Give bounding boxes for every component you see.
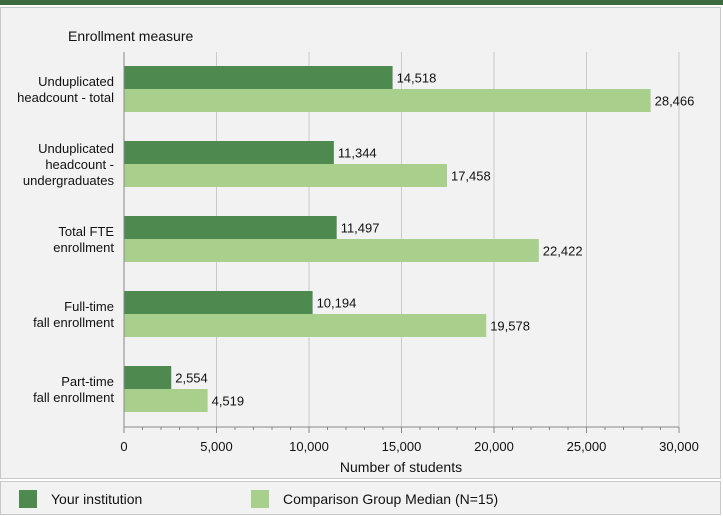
bar	[124, 164, 447, 187]
category-label: Part-time	[61, 374, 114, 389]
data-label: 4,519	[212, 394, 245, 409]
category-label: Unduplicated	[38, 74, 114, 89]
bar	[124, 216, 337, 239]
data-label: 2,554	[175, 371, 208, 386]
data-label: 11,497	[341, 221, 380, 236]
legend: Your institution Comparison Group Median…	[0, 481, 721, 515]
bar	[124, 366, 172, 389]
x-tick-label: 10,000	[289, 439, 329, 454]
x-tick-label: 30,000	[659, 439, 699, 454]
bar	[124, 291, 313, 314]
bar	[124, 389, 208, 412]
bar	[124, 89, 651, 112]
category-label: fall enrollment	[33, 315, 114, 330]
data-label: 17,458	[451, 169, 491, 184]
x-tick-label: 25,000	[567, 439, 607, 454]
legend-item-your-institution: Your institution	[19, 490, 142, 508]
bar	[124, 314, 487, 337]
data-label: 22,422	[543, 244, 583, 259]
bar	[124, 66, 393, 89]
legend-label: Your institution	[51, 491, 143, 507]
x-axis-title: Number of students	[340, 459, 462, 475]
x-tick-label: 20,000	[474, 439, 514, 454]
x-tick-label: 5,000	[200, 439, 233, 454]
top-rule	[0, 0, 723, 5]
bar	[124, 239, 539, 262]
legend-swatch-dark-green	[19, 490, 37, 508]
bar-chart: Enrollment measure 14,518 28,466 11,344 17,…	[17, 28, 699, 475]
x-tick-label: 15,000	[382, 439, 422, 454]
x-tick-label: 0	[120, 439, 127, 454]
data-label: 10,194	[317, 296, 357, 311]
category-axis-title: Enrollment measure	[68, 28, 193, 44]
legend-item-comparison-median: Comparison Group Median (N=15)	[251, 490, 498, 508]
category-label: headcount - total	[17, 90, 114, 105]
x-axis: 0 5,000 10,000 15,000 20,000 25,000 30,000	[120, 52, 699, 454]
category-label: Full-time	[64, 299, 114, 314]
data-label: 19,578	[490, 319, 530, 334]
legend-swatch-light-green	[251, 490, 269, 508]
category-label: enrollment	[53, 240, 114, 255]
category-label: Unduplicated	[38, 141, 114, 156]
data-label: 14,518	[397, 71, 437, 86]
bars: 14,518 28,466 11,344 17,458 11,497 22,422 10,1…	[124, 66, 694, 412]
category-label: undergraduates	[23, 173, 115, 188]
bar	[124, 141, 334, 164]
data-label: 11,344	[338, 146, 377, 161]
data-label: 28,466	[655, 94, 695, 109]
category-label: Total FTE	[58, 224, 114, 239]
legend-label: Comparison Group Median (N=15)	[283, 491, 499, 507]
category-label: fall enrollment	[33, 390, 114, 405]
category-label: headcount -	[45, 157, 114, 172]
